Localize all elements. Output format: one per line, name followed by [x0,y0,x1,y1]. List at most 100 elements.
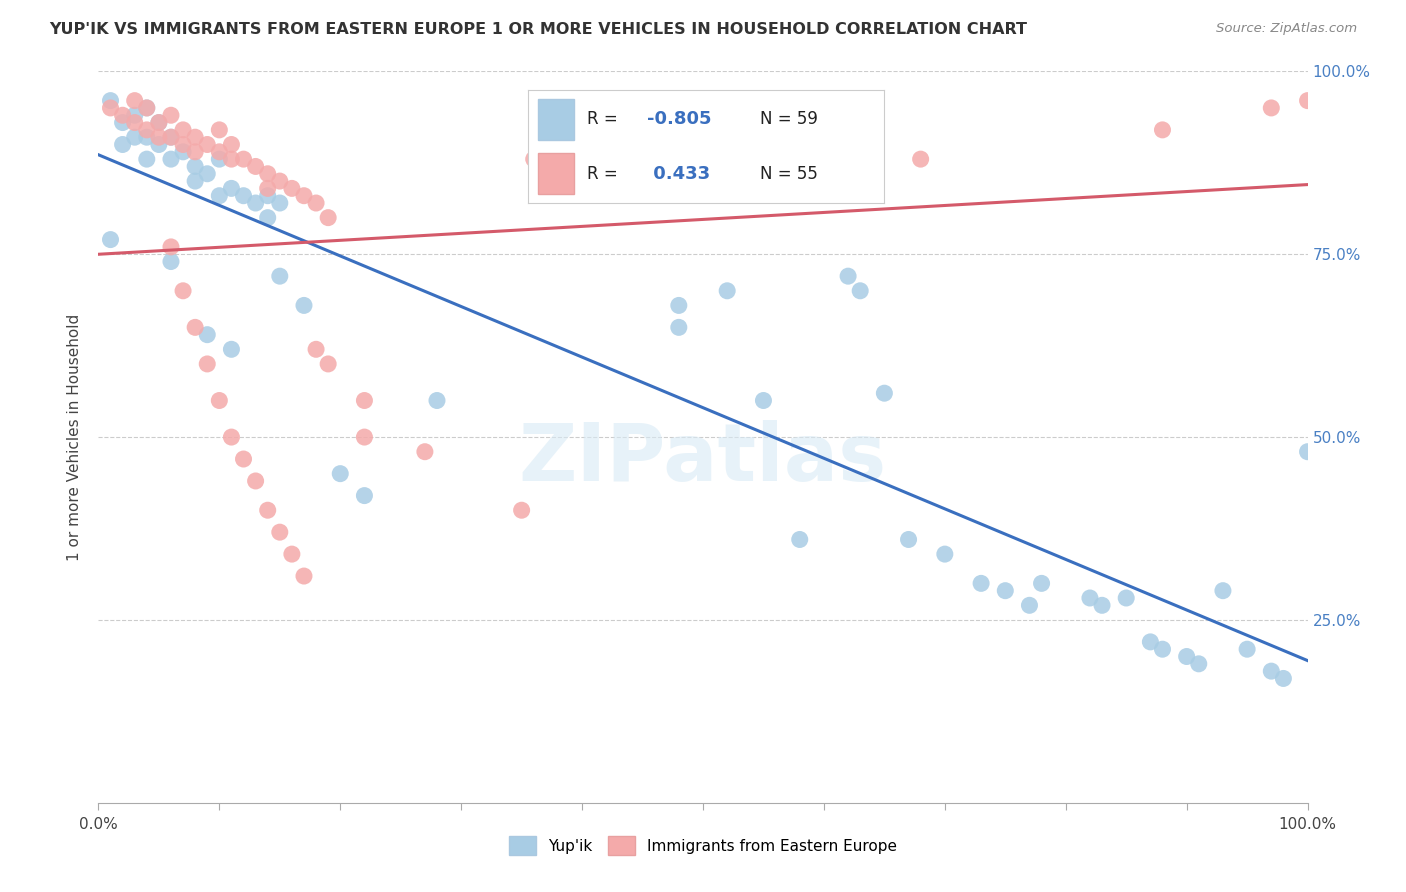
Point [1175,649,1198,664]
Point [1212,583,1234,598]
Point [221,181,243,195]
Point [813,137,835,152]
Point [1272,672,1295,686]
Point [1152,642,1174,657]
Point [208,123,231,137]
Point [752,393,775,408]
Point [292,188,315,202]
Point [124,108,146,122]
Point [208,145,231,159]
Point [256,167,278,181]
Point [849,284,872,298]
Point [221,430,243,444]
Point [329,467,352,481]
Point [160,130,183,145]
Point [837,269,859,284]
Point [160,152,183,166]
Point [245,196,267,211]
Point [305,196,328,211]
Point [148,115,170,129]
Point [910,152,932,166]
Point [1296,94,1319,108]
Point [256,503,278,517]
Point [1018,599,1040,613]
Point [1260,664,1282,678]
Point [256,181,278,195]
Y-axis label: 1 or more Vehicles in Household: 1 or more Vehicles in Household [66,313,82,561]
Point [245,474,267,488]
Point [160,108,183,122]
Point [160,254,183,268]
Point [1296,444,1319,458]
Point [292,298,315,312]
Point [413,444,436,458]
Point [195,357,218,371]
Point [1115,591,1137,605]
Point [316,211,339,225]
Point [1091,599,1114,613]
Point [523,152,546,166]
Point [269,525,291,540]
Point [221,137,243,152]
Point [970,576,993,591]
Point [184,130,207,145]
Point [135,101,157,115]
Point [873,386,896,401]
Point [232,452,254,467]
Point [111,115,134,129]
Point [208,188,231,202]
Point [668,298,690,312]
Point [668,320,690,334]
Point [510,503,533,517]
Point [221,343,243,357]
Point [195,137,218,152]
Point [135,152,157,166]
Point [208,152,231,166]
Point [292,569,315,583]
Point [124,130,146,145]
Point [135,123,157,137]
Point [316,357,339,371]
Point [111,137,134,152]
Point [644,152,666,166]
Point [160,240,183,254]
Point [1236,642,1258,657]
Point [269,269,291,284]
Text: Source: ZipAtlas.com: Source: ZipAtlas.com [1216,22,1357,36]
Point [184,320,207,334]
Point [172,284,194,298]
Point [172,145,194,159]
Point [281,547,304,561]
Point [221,152,243,166]
Point [172,137,194,152]
Point [426,393,449,408]
Point [305,343,328,357]
Point [111,108,134,122]
Point [994,583,1017,598]
Point [195,327,218,342]
Point [232,188,254,202]
Point [353,430,375,444]
Point [1139,635,1161,649]
Point [256,211,278,225]
Point [353,489,375,503]
Point [148,137,170,152]
Point [184,160,207,174]
Point [160,130,183,145]
Point [897,533,920,547]
Point [184,145,207,159]
Point [208,393,231,408]
Point [353,393,375,408]
Point [245,160,267,174]
Point [1152,123,1174,137]
Point [1260,101,1282,115]
Point [100,94,122,108]
Point [232,152,254,166]
Point [124,94,146,108]
Point [1078,591,1101,605]
Point [256,188,278,202]
Text: ZIPatlas: ZIPatlas [519,420,887,498]
Legend: Yup'ik, Immigrants from Eastern Europe: Yup'ik, Immigrants from Eastern Europe [502,830,904,861]
Point [281,181,304,195]
Point [269,174,291,188]
